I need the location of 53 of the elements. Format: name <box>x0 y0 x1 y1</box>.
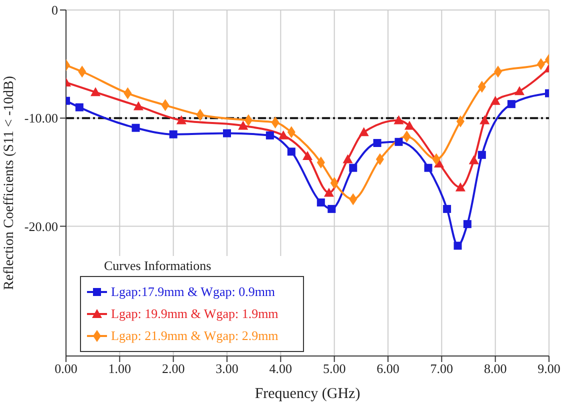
point <box>328 204 336 213</box>
x-tick-label: 1.00 <box>108 361 132 376</box>
point <box>90 87 101 96</box>
legend-title: Curves Informations <box>103 257 212 275</box>
point <box>223 129 231 138</box>
x-axis-title: Frequency (GHz) <box>254 386 360 402</box>
point <box>424 164 432 172</box>
legend-label: Lgap:17.9mm & Wgap: 0.9mm <box>111 284 276 300</box>
point <box>176 115 186 124</box>
x-tick-label: 3.00 <box>216 361 238 376</box>
point <box>455 182 466 192</box>
x-tick-label: 0.00 <box>54 361 78 376</box>
point <box>75 103 84 112</box>
y-tick-label: -10.00 <box>24 110 58 126</box>
point <box>278 130 288 140</box>
y-tick-label: 0 <box>52 2 58 18</box>
point <box>507 100 516 108</box>
point <box>287 148 296 156</box>
point <box>169 130 178 138</box>
y-tick-label: -20.00 <box>24 218 58 234</box>
x-tick-label: 8.00 <box>484 361 507 376</box>
point <box>404 120 414 130</box>
y-axis-title: Reflection Coefficients (S11 < -10dB) <box>2 76 17 290</box>
point <box>454 242 462 250</box>
point <box>480 115 490 124</box>
point <box>373 138 382 147</box>
legend-label: Lgap: 19.9mm & Wgap: 1.9mm <box>111 306 278 322</box>
point <box>316 198 325 206</box>
point <box>478 150 486 159</box>
point <box>490 96 500 105</box>
point <box>463 220 472 228</box>
point <box>324 188 334 197</box>
point <box>238 120 248 130</box>
x-tick-label: 5.00 <box>322 361 346 376</box>
point <box>443 204 452 213</box>
point <box>302 150 312 160</box>
point <box>468 155 479 164</box>
point <box>342 154 353 164</box>
point <box>266 131 274 140</box>
point <box>358 127 369 136</box>
point <box>514 86 524 96</box>
point <box>330 177 338 189</box>
x-tick-label: 7.00 <box>430 361 454 376</box>
legend-label: Lgap: 21.9mm & Wgap: 2.9mm <box>111 328 278 344</box>
point <box>394 115 404 124</box>
point <box>132 124 140 132</box>
x-tick-label: 6.00 <box>376 361 400 376</box>
x-tick-label: 2.00 <box>162 361 185 376</box>
x-tick-label: 9.00 <box>538 361 560 376</box>
x-tick-label: 4.00 <box>269 361 292 376</box>
point <box>349 164 358 172</box>
point <box>133 101 144 110</box>
point <box>394 138 403 146</box>
